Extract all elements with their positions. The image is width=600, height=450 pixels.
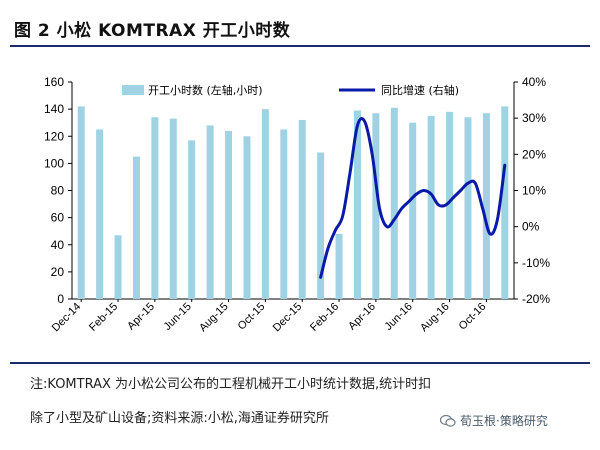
bar (298, 119, 306, 299)
legend-bar-label: 开工小时数 (左轴,小时) (148, 83, 263, 97)
bar (464, 117, 472, 299)
wechat-icon (440, 414, 456, 427)
bar (114, 235, 122, 299)
bar (188, 140, 196, 299)
bar (446, 111, 454, 300)
y-left-tick-label: 0 (57, 292, 64, 306)
bar (317, 152, 325, 299)
x-tick-label: Aug-15 (197, 301, 231, 335)
bar (206, 125, 214, 300)
watermark: 荀玉根·策略研究 (440, 412, 548, 429)
x-tick-label: Oct-16 (457, 301, 489, 333)
note-line-1: 注:KOMTRAX 为小松公司公布的工程机械开工小时统计数据,统计时扣 (30, 377, 432, 392)
y-left-tick-label: 120 (44, 129, 64, 143)
page-title: 图 2 小松 KOMTRAX 开工小时数 (14, 21, 291, 41)
x-tick-label: Jun-16 (383, 301, 415, 333)
x-tick-label: Feb-15 (87, 301, 120, 334)
bar (243, 136, 251, 299)
bar (77, 106, 85, 299)
bar (132, 156, 140, 299)
bar (151, 117, 159, 299)
bar (280, 129, 288, 299)
x-tick-label: Dec-15 (271, 301, 305, 335)
y-right-tick-label: -10% (522, 256, 550, 270)
growth-line (319, 117, 507, 279)
x-tick-label: Feb-16 (308, 301, 341, 334)
divider-bottom (10, 362, 590, 364)
bar (482, 113, 490, 299)
y-right-tick-label: -20% (522, 292, 550, 306)
y-left-tick-label: 160 (44, 75, 64, 89)
legend-line-label: 同比增速 (右轴) (381, 83, 459, 97)
bar (96, 129, 104, 299)
x-tick-label: Oct-15 (236, 301, 268, 333)
bar (372, 113, 380, 299)
y-right-tick-label: 20% (522, 147, 546, 161)
y-left-tick-label: 60 (51, 211, 65, 225)
y-left-tick-label: 100 (44, 156, 64, 170)
divider-top (10, 45, 590, 47)
bar (335, 233, 343, 299)
y-right-tick-label: 30% (522, 111, 546, 125)
bar (261, 109, 269, 299)
bar (169, 118, 177, 300)
bar (409, 122, 417, 299)
bar (390, 107, 398, 299)
x-tick-label: Aug-16 (418, 301, 452, 335)
y-left-tick-label: 40 (51, 238, 65, 252)
y-right-tick-label: 0% (522, 220, 540, 234)
legend-bar-swatch (122, 85, 144, 95)
bar (427, 115, 435, 299)
bar (225, 130, 233, 299)
x-tick-label: Dec-14 (50, 301, 84, 335)
y-left-tick-label: 20 (51, 265, 65, 279)
y-right-tick-label: 10% (522, 184, 546, 198)
note-line-2: 除了小型及矿山设备;资料来源:小松,海通证券研究所 (30, 411, 329, 426)
y-left-tick-label: 140 (44, 102, 64, 116)
y-left-tick-label: 80 (51, 184, 65, 198)
bar (501, 106, 509, 299)
bar (353, 110, 361, 299)
watermark-text: 荀玉根·策略研究 (460, 414, 548, 428)
x-tick-label: Jun-15 (162, 301, 194, 333)
x-tick-label: Apr-15 (125, 301, 157, 333)
y-right-tick-label: 40% (522, 75, 546, 89)
x-tick-label: Apr-16 (346, 301, 378, 333)
